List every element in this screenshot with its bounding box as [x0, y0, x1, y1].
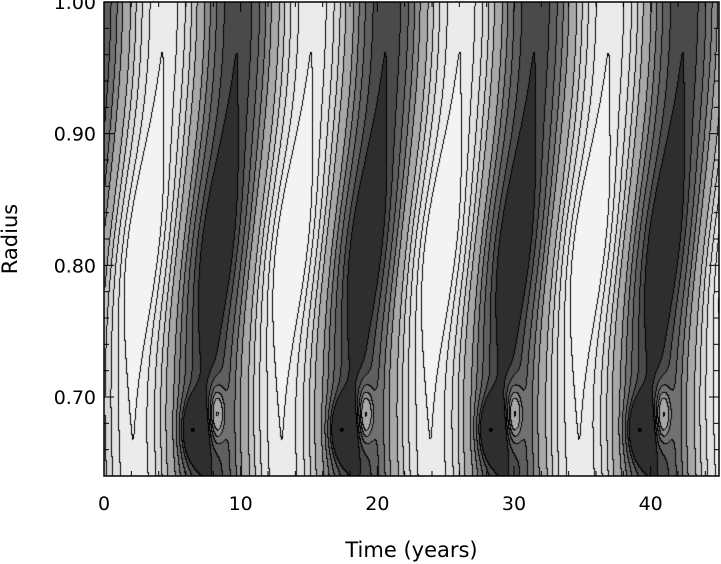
plot-area — [104, 2, 719, 476]
x-tick-label: 10 — [229, 493, 253, 515]
contour-field — [104, 2, 719, 476]
vortex-center-marker — [637, 427, 642, 432]
y-tick-label: 0.90 — [54, 124, 96, 146]
y-axis-title: Radius — [0, 204, 22, 274]
y-tick-label: 0.80 — [54, 255, 96, 277]
vortex-center-marker — [339, 427, 344, 432]
vortex-center-marker — [488, 427, 493, 432]
x-tick-label: 20 — [365, 493, 389, 515]
x-tick-label: 30 — [502, 493, 526, 515]
vortex-center-marker — [190, 427, 195, 432]
y-tick-label: 0.70 — [54, 387, 96, 409]
x-axis-title: Time (years) — [344, 538, 477, 562]
axis-ticks: 0 10 20 30 40 0.70 0.80 0.90 1.00 — [54, 0, 719, 515]
y-tick-label: 1.00 — [54, 0, 96, 14]
x-tick-label: 40 — [639, 493, 663, 515]
x-tick-label: 0 — [98, 493, 110, 515]
